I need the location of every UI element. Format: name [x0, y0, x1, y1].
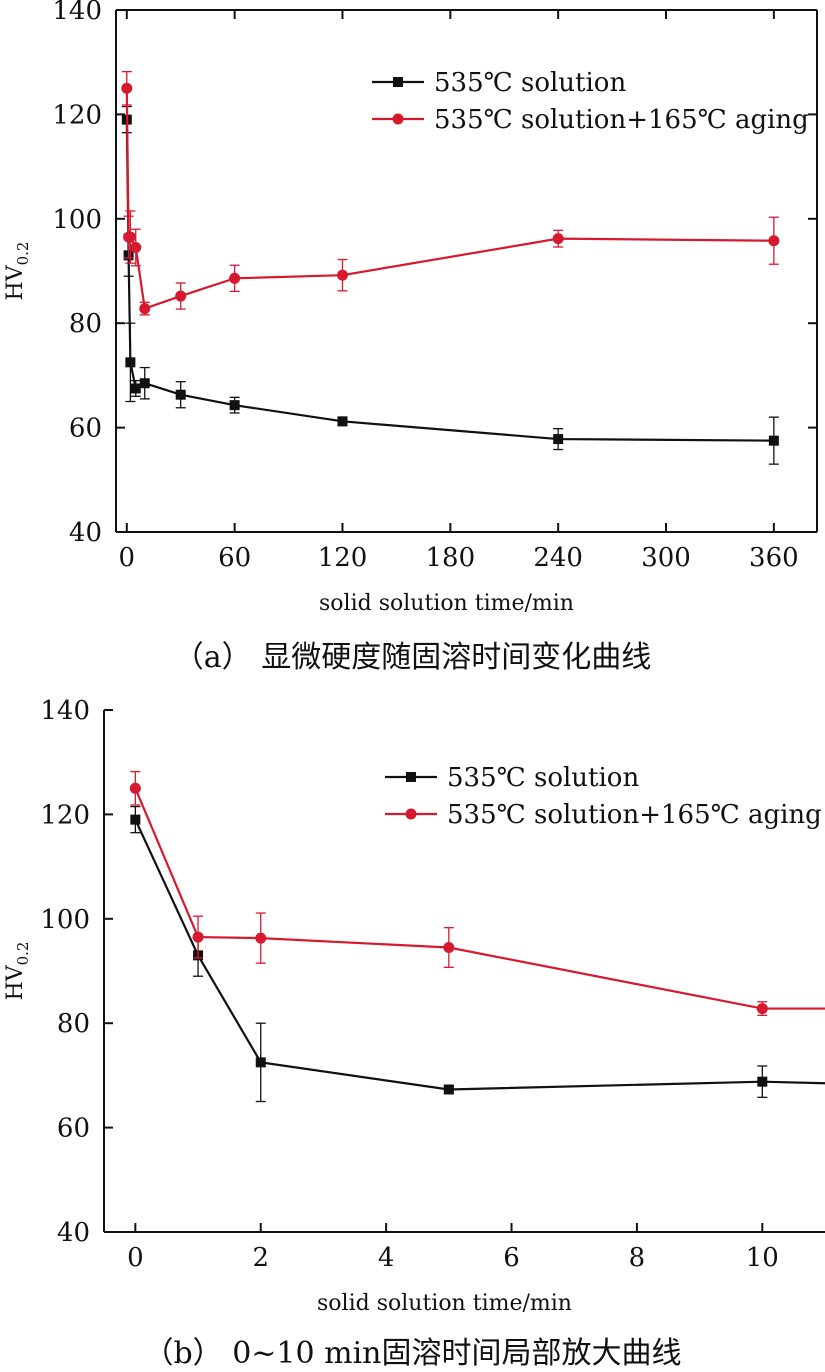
data-point	[768, 235, 780, 247]
plot-area	[121, 70, 780, 465]
data-point	[443, 942, 455, 954]
data-point	[443, 1084, 454, 1095]
data-point	[124, 231, 136, 243]
data-point	[255, 1057, 266, 1068]
data-point	[229, 400, 240, 411]
data-point	[337, 416, 348, 427]
x-tick-label: 6	[503, 1243, 520, 1273]
series-line	[134, 787, 825, 1010]
y-tick-label: 40	[69, 518, 102, 548]
x-tick-label: 180	[426, 543, 476, 573]
x-axis-label: solid solution time/min	[319, 591, 574, 616]
data-point	[129, 782, 141, 794]
series-line	[125, 119, 774, 442]
x-axis-label: solid solution time/min	[317, 1291, 572, 1316]
legend-label: 535℃ solution+165℃ aging	[447, 800, 822, 830]
y-tick-label: 100	[52, 205, 102, 235]
x-tick-label: 2	[252, 1243, 269, 1273]
series-1	[129, 770, 825, 1017]
legend-marker	[392, 113, 404, 125]
y-tick-label: 140	[40, 696, 90, 726]
data-point	[130, 242, 142, 254]
data-point	[125, 357, 136, 368]
y-tick-label: 60	[69, 414, 102, 444]
caption-b: （b） 0~10 min固溶时间局部放大曲线	[143, 1336, 682, 1371]
data-point	[553, 434, 564, 445]
data-point	[175, 290, 187, 302]
data-point	[192, 931, 204, 943]
y-axis-label-main: HV	[3, 964, 28, 1000]
data-point	[139, 378, 150, 389]
x-tick-label: 240	[533, 543, 583, 573]
y-axis-label-sub: 0.2	[14, 942, 32, 966]
chart-b: 40 60 80 100 120 140 0 2 4 6 8 10 solid solution tim…	[3, 696, 825, 1316]
x-tick-label: 0	[127, 1243, 144, 1273]
x-tick-label: 300	[641, 543, 691, 573]
x-tick-label: 8	[629, 1243, 646, 1273]
series-line	[134, 819, 825, 1091]
legend-label: 535℃ solution	[447, 763, 639, 793]
y-axis-label: HV0.2	[3, 242, 32, 301]
x-tick-label: 10	[746, 1243, 779, 1273]
data-point	[175, 389, 186, 400]
data-point	[121, 82, 133, 94]
legend-label: 535℃ solution+165℃ aging	[434, 105, 809, 135]
data-point	[130, 814, 141, 825]
legend-marker	[406, 772, 416, 782]
series-1	[121, 70, 780, 316]
y-tick-label: 140	[52, 0, 102, 26]
legend: 535℃ solution 535℃ solution+165℃ aging	[372, 68, 809, 135]
caption-a: （a） 显微硬度随固溶时间变化曲线	[173, 640, 652, 675]
plot-area	[129, 770, 825, 1103]
data-point	[756, 1003, 768, 1015]
y-tick-label: 120	[40, 800, 90, 830]
series-0	[121, 105, 779, 465]
data-point	[768, 435, 779, 446]
data-point	[139, 303, 151, 315]
y-axis-label-sub: 0.2	[14, 242, 32, 266]
chart-a: 40 60 80 100 120 140 0 60 120 180 240 300 360 solid s…	[3, 0, 818, 616]
data-point	[255, 932, 267, 944]
y-tick-label: 100	[40, 905, 90, 935]
data-point	[130, 383, 141, 394]
y-tick-label: 80	[57, 1009, 90, 1039]
legend: 535℃ solution 535℃ solution+165℃ aging	[385, 763, 822, 830]
y-tick-label: 80	[69, 309, 102, 339]
x-tick-label: 360	[749, 543, 799, 573]
y-tick-label: 60	[57, 1114, 90, 1144]
data-point	[552, 233, 564, 245]
x-tick-label: 60	[218, 543, 251, 573]
x-tick-label: 120	[318, 543, 368, 573]
x-tick-label: 4	[378, 1243, 395, 1273]
y-axis-label: HV0.2	[3, 942, 32, 1001]
y-tick-label: 40	[57, 1218, 90, 1248]
legend-marker	[393, 77, 403, 87]
data-point	[229, 272, 241, 284]
y-axis-label-main: HV	[3, 264, 28, 300]
x-tick-label: 0	[119, 543, 136, 573]
y-tick-label: 120	[52, 100, 102, 130]
legend-marker	[405, 808, 417, 820]
data-point	[336, 269, 348, 281]
data-point	[757, 1076, 768, 1087]
legend-label: 535℃ solution	[434, 68, 626, 98]
